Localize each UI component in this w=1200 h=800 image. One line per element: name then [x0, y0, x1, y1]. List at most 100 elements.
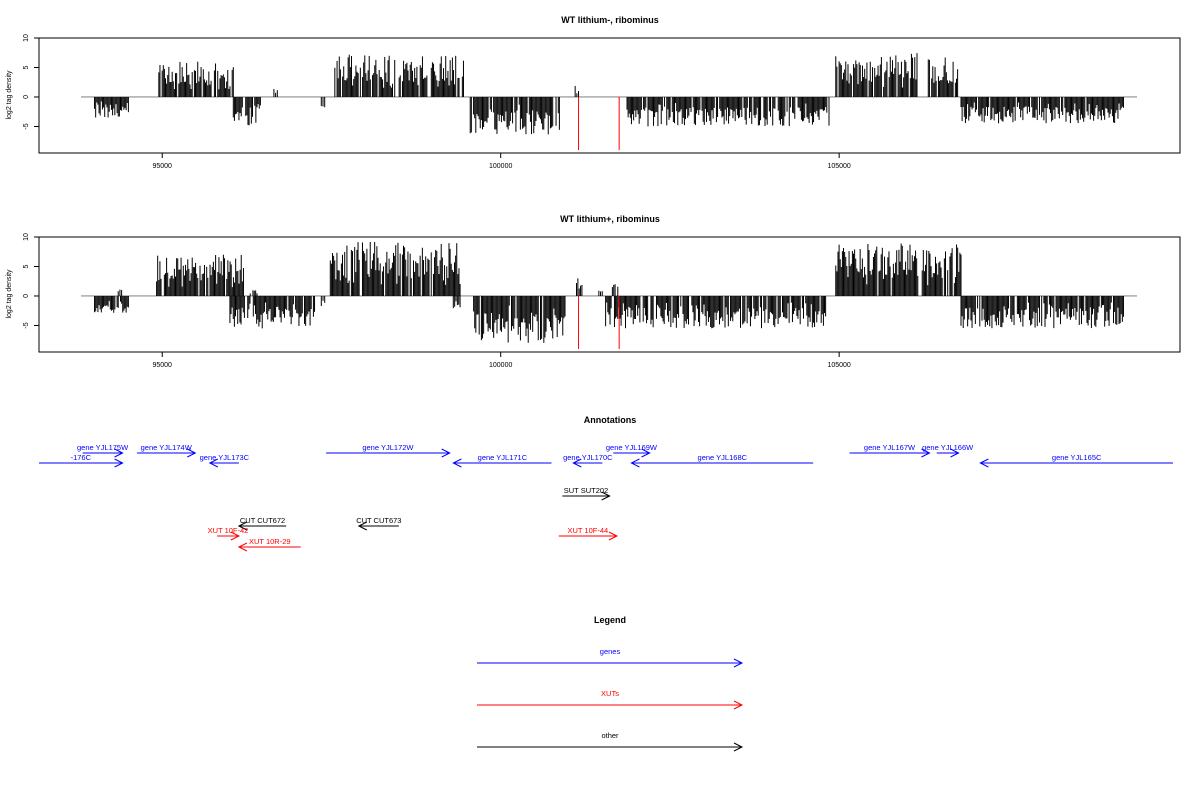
x-tick-label: 105000 [827, 362, 850, 369]
feature-label: gene YJL167W [864, 443, 916, 452]
axes-layer: -5 0 5 10 95000 100000 105000 [23, 34, 851, 170]
y-tick-label: 5 [23, 65, 30, 69]
feature-gene: gene YJL169W [606, 443, 658, 458]
track-title: WT lithium-, ribominus [561, 15, 659, 25]
feature-gene: gene YJL170C [563, 453, 613, 468]
legend-entry: other [477, 731, 744, 752]
x-tick-label: 95000 [152, 362, 172, 369]
feature-gene: gene YJL166W [922, 443, 974, 458]
plus-strand-segment [611, 284, 619, 296]
arrowhead [187, 448, 197, 458]
arrowhead [208, 458, 219, 468]
legend-entry: genes [477, 647, 744, 668]
minus-strand-segment [469, 96, 560, 135]
feature-label: gene YJL169W [606, 443, 658, 452]
minus-strand-segment [960, 96, 1124, 124]
feature-gene: gene YJL174W [137, 443, 197, 458]
feature-gene: gene YJL165C [979, 453, 1173, 468]
feature-label: CUT CUT673 [356, 516, 401, 525]
minus-strand-segment [605, 295, 827, 329]
feature-xut: XUT 10F-42 [208, 526, 249, 541]
minus-strand-segment [229, 295, 316, 329]
feature-xut: XUT 10F-44 [558, 526, 619, 541]
feature-label: SUT SUT202 [564, 486, 608, 495]
arrowhead [441, 448, 451, 458]
arrowhead [921, 448, 931, 458]
arrowhead [230, 531, 241, 541]
legend-panel: Legend genes XUTs other [477, 615, 744, 752]
minus-strand-segment [94, 295, 129, 313]
arrowhead [630, 458, 640, 468]
feature-gene: gene YJL175W [77, 443, 129, 458]
feature-label: gene YJL173C [200, 453, 250, 462]
arrowhead [357, 521, 368, 531]
legend-label: genes [600, 647, 621, 656]
y-tick-label: 0 [23, 294, 30, 298]
minus-strand-segment [320, 96, 326, 108]
arrowhead [601, 491, 611, 501]
legend-entry: XUTs [477, 689, 744, 710]
arrowhead [733, 742, 744, 752]
plus-strand-segment [835, 243, 962, 296]
feature-gene: gene YJL167W [849, 443, 931, 458]
plus-strand-segment [249, 290, 258, 296]
bar-layer [81, 241, 1137, 350]
x-tick-label: 95000 [152, 163, 172, 170]
legend-entries: genes XUTs other [477, 647, 744, 752]
plus-strand-segment [835, 53, 918, 97]
bar-layer [81, 53, 1137, 151]
arrowhead [237, 542, 248, 552]
track-panel-lithium-plus: WT lithium+, ribominus log2 tag density … [6, 214, 1181, 369]
feature-gene: gene YJL173C [200, 453, 250, 468]
feature-label: gene YJL165C [1052, 453, 1102, 462]
minus-strand-segment [473, 295, 566, 343]
y-tick-label: -5 [23, 123, 30, 129]
arrowhead [237, 521, 248, 531]
feature-gene: gene YJL168C [630, 453, 814, 468]
feature-label: XUT 10R-29 [249, 537, 291, 546]
legend-title: Legend [594, 615, 626, 625]
plot-frame [38, 37, 1181, 154]
minus-strand-segment [320, 295, 326, 307]
feature-xut: XUT 10R-29 [237, 537, 301, 552]
feature-label: gene YJL172W [362, 443, 414, 452]
y-tick-label: 10 [23, 34, 30, 42]
arrowhead [641, 448, 651, 458]
arrowhead [950, 448, 960, 458]
minus-strand-segment [626, 96, 830, 127]
plus-strand-segment [576, 278, 583, 296]
arrowhead [572, 458, 582, 468]
plus-strand-segment [158, 61, 234, 97]
plus-strand-segment [117, 289, 123, 296]
feature-label: gene YJL171C [478, 453, 528, 462]
x-tick-label: 100000 [489, 163, 512, 170]
track-panel-lithium-minus: WT lithium-, ribominus log2 tag density … [6, 15, 1181, 170]
feature-gene: gene YJL172W [326, 443, 451, 458]
y-tick-label: 0 [23, 95, 30, 99]
y-tick-label: 10 [23, 233, 30, 241]
track-title: WT lithium+, ribominus [560, 214, 660, 224]
arrowhead [979, 458, 989, 468]
feature-label: gene YJL166W [922, 443, 974, 452]
minus-strand-segment [452, 295, 461, 309]
plot-frame [38, 236, 1181, 353]
feature-other: CUT CUT672 [237, 516, 287, 531]
arrowhead [733, 700, 744, 710]
arrowhead [114, 448, 124, 458]
plus-strand-segment [574, 85, 580, 97]
feature-label: gene YJL175W [77, 443, 129, 452]
plus-strand-segment [334, 54, 464, 97]
feature-label: XUT 10F-44 [567, 526, 608, 535]
feature-label: -176C [71, 453, 92, 462]
legend-label: XUTs [601, 689, 619, 698]
legend-label: other [601, 731, 619, 740]
feature-other: SUT SUT202 [562, 486, 611, 501]
plus-strand-segment [273, 88, 278, 97]
feature-label: XUT 10F-42 [208, 526, 249, 535]
feature-gene: gene YJL171C [452, 453, 552, 468]
y-tick-label: -5 [23, 322, 30, 328]
minus-strand-segment [232, 96, 261, 126]
plus-strand-segment [329, 241, 461, 296]
